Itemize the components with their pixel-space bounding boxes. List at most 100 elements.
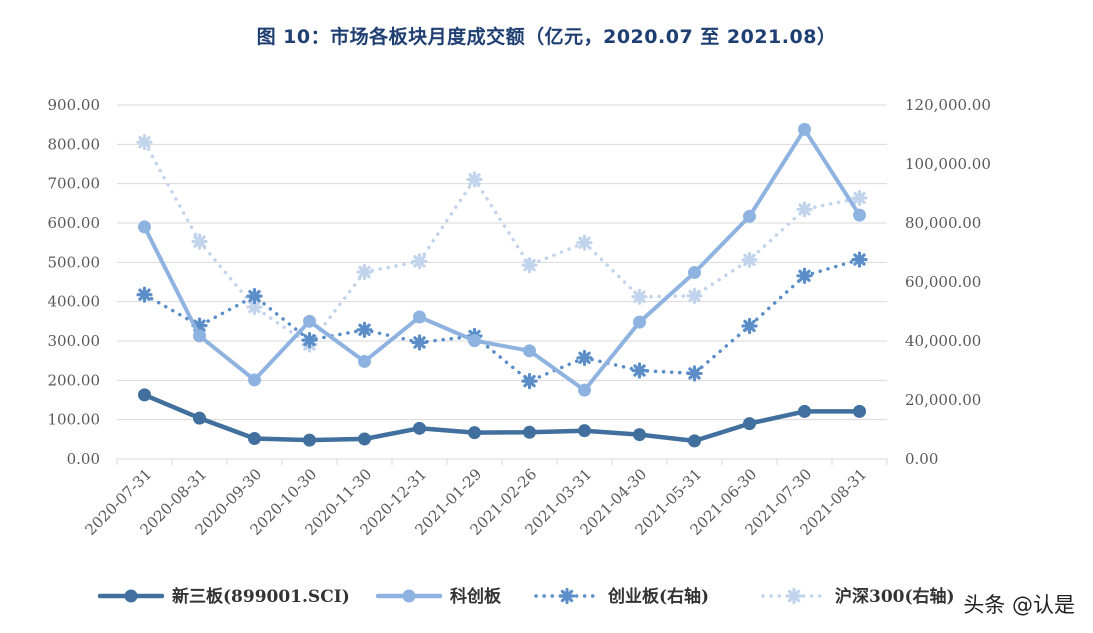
series-layer <box>136 122 868 448</box>
legend-label: 科创板 <box>450 586 502 607</box>
marker-core <box>746 256 753 263</box>
marker-core <box>791 593 797 599</box>
data-point <box>356 263 373 281</box>
data-point <box>558 587 576 605</box>
right-tick-label: 120,000.00 <box>905 96 991 114</box>
data-point <box>248 373 261 387</box>
data-point <box>851 189 868 207</box>
marker-core <box>691 370 698 377</box>
marker-core <box>581 354 588 361</box>
data-point <box>798 404 811 418</box>
left-tick-label: 600.00 <box>48 214 101 232</box>
x-axis-ticks: 2020-07-312020-08-312020-09-302020-10-30… <box>81 465 870 539</box>
data-point <box>413 310 426 324</box>
data-point <box>468 334 481 348</box>
watermark: 头条 @认是 <box>963 593 1075 617</box>
right-axis-ticks: 0.00 20,000.00 40,000.00 60,000.00 80,000.00… <box>905 96 991 468</box>
legend-label: 创业板(右轴) <box>607 586 709 607</box>
legend-marker <box>402 589 416 603</box>
series-line-0 <box>142 392 862 444</box>
data-point <box>633 315 646 329</box>
data-point <box>193 411 206 425</box>
data-point <box>576 234 593 251</box>
data-point <box>413 421 426 435</box>
marker-core <box>141 291 148 298</box>
left-axis-ticks: 0.00 100.00 200.00 300.00 400.00 500.00 600.00… <box>48 96 101 468</box>
marker-core <box>636 367 643 374</box>
left-tick-label: 800.00 <box>48 135 101 153</box>
data-point <box>578 424 591 438</box>
data-point <box>301 332 318 349</box>
series-line-3 <box>142 140 862 347</box>
marker-core <box>856 256 863 263</box>
marker-core <box>251 293 258 300</box>
data-point <box>785 587 803 605</box>
legend-label: 沪深300(右轴) <box>835 586 955 607</box>
marker-core <box>801 206 808 213</box>
left-tick-label: 100.00 <box>48 411 101 429</box>
data-point <box>743 209 756 223</box>
data-point <box>853 404 866 418</box>
marker-core <box>361 326 368 333</box>
series-line-1 <box>142 127 862 393</box>
right-tick-label: 20,000.00 <box>905 391 981 409</box>
data-point <box>303 314 316 328</box>
data-point <box>411 253 428 270</box>
legend-item: 创业板(右轴) <box>534 586 709 607</box>
data-point <box>633 428 646 442</box>
legend-marker <box>124 589 138 603</box>
data-point <box>303 433 316 447</box>
marker-core <box>196 238 203 245</box>
chart-title: 图 10：市场各板块月度成交额（亿元，2020.07 至 2021.08） <box>256 26 837 48</box>
right-tick-label: 40,000.00 <box>905 332 981 350</box>
data-point <box>136 286 153 303</box>
data-point <box>468 426 481 440</box>
grid-lines <box>117 104 887 421</box>
data-point <box>686 287 703 304</box>
left-tick-label: 900.00 <box>48 96 101 114</box>
data-point <box>523 344 536 358</box>
data-point <box>688 434 701 448</box>
data-point <box>246 298 263 316</box>
series-line-2 <box>142 257 862 383</box>
marker-core <box>416 258 423 265</box>
marker-core <box>801 272 808 279</box>
marker-core <box>196 322 203 329</box>
data-point <box>358 432 371 446</box>
marker-core <box>416 339 423 346</box>
data-point <box>631 362 648 379</box>
data-point <box>578 383 591 397</box>
right-tick-label: 80,000.00 <box>905 214 981 232</box>
axes <box>116 458 888 465</box>
left-tick-label: 0.00 <box>67 450 100 468</box>
marker-core <box>564 593 570 599</box>
data-point <box>576 349 593 366</box>
marker-core <box>636 293 643 300</box>
legend-item: 沪深300(右轴) <box>761 586 955 607</box>
data-point <box>411 334 428 351</box>
marker-core <box>471 176 478 183</box>
marker-core <box>746 322 753 329</box>
right-tick-label: 0.00 <box>905 450 938 468</box>
left-tick-label: 200.00 <box>48 371 101 389</box>
data-point <box>688 266 701 280</box>
marker-core <box>526 378 533 385</box>
data-point <box>136 134 153 151</box>
marker-core <box>856 194 863 201</box>
data-point <box>686 365 703 382</box>
data-point <box>521 257 538 274</box>
data-point <box>741 317 758 335</box>
left-tick-label: 700.00 <box>48 175 101 193</box>
data-point <box>138 220 151 234</box>
data-point <box>796 201 813 218</box>
left-tick-label: 300.00 <box>48 332 101 350</box>
data-point <box>193 329 206 343</box>
data-point <box>248 432 261 446</box>
right-tick-label: 100,000.00 <box>905 155 991 173</box>
left-tick-label: 500.00 <box>48 253 101 271</box>
left-tick-label: 400.00 <box>48 293 101 311</box>
data-point <box>246 288 263 305</box>
marker-core <box>361 268 368 275</box>
data-point <box>521 373 538 390</box>
